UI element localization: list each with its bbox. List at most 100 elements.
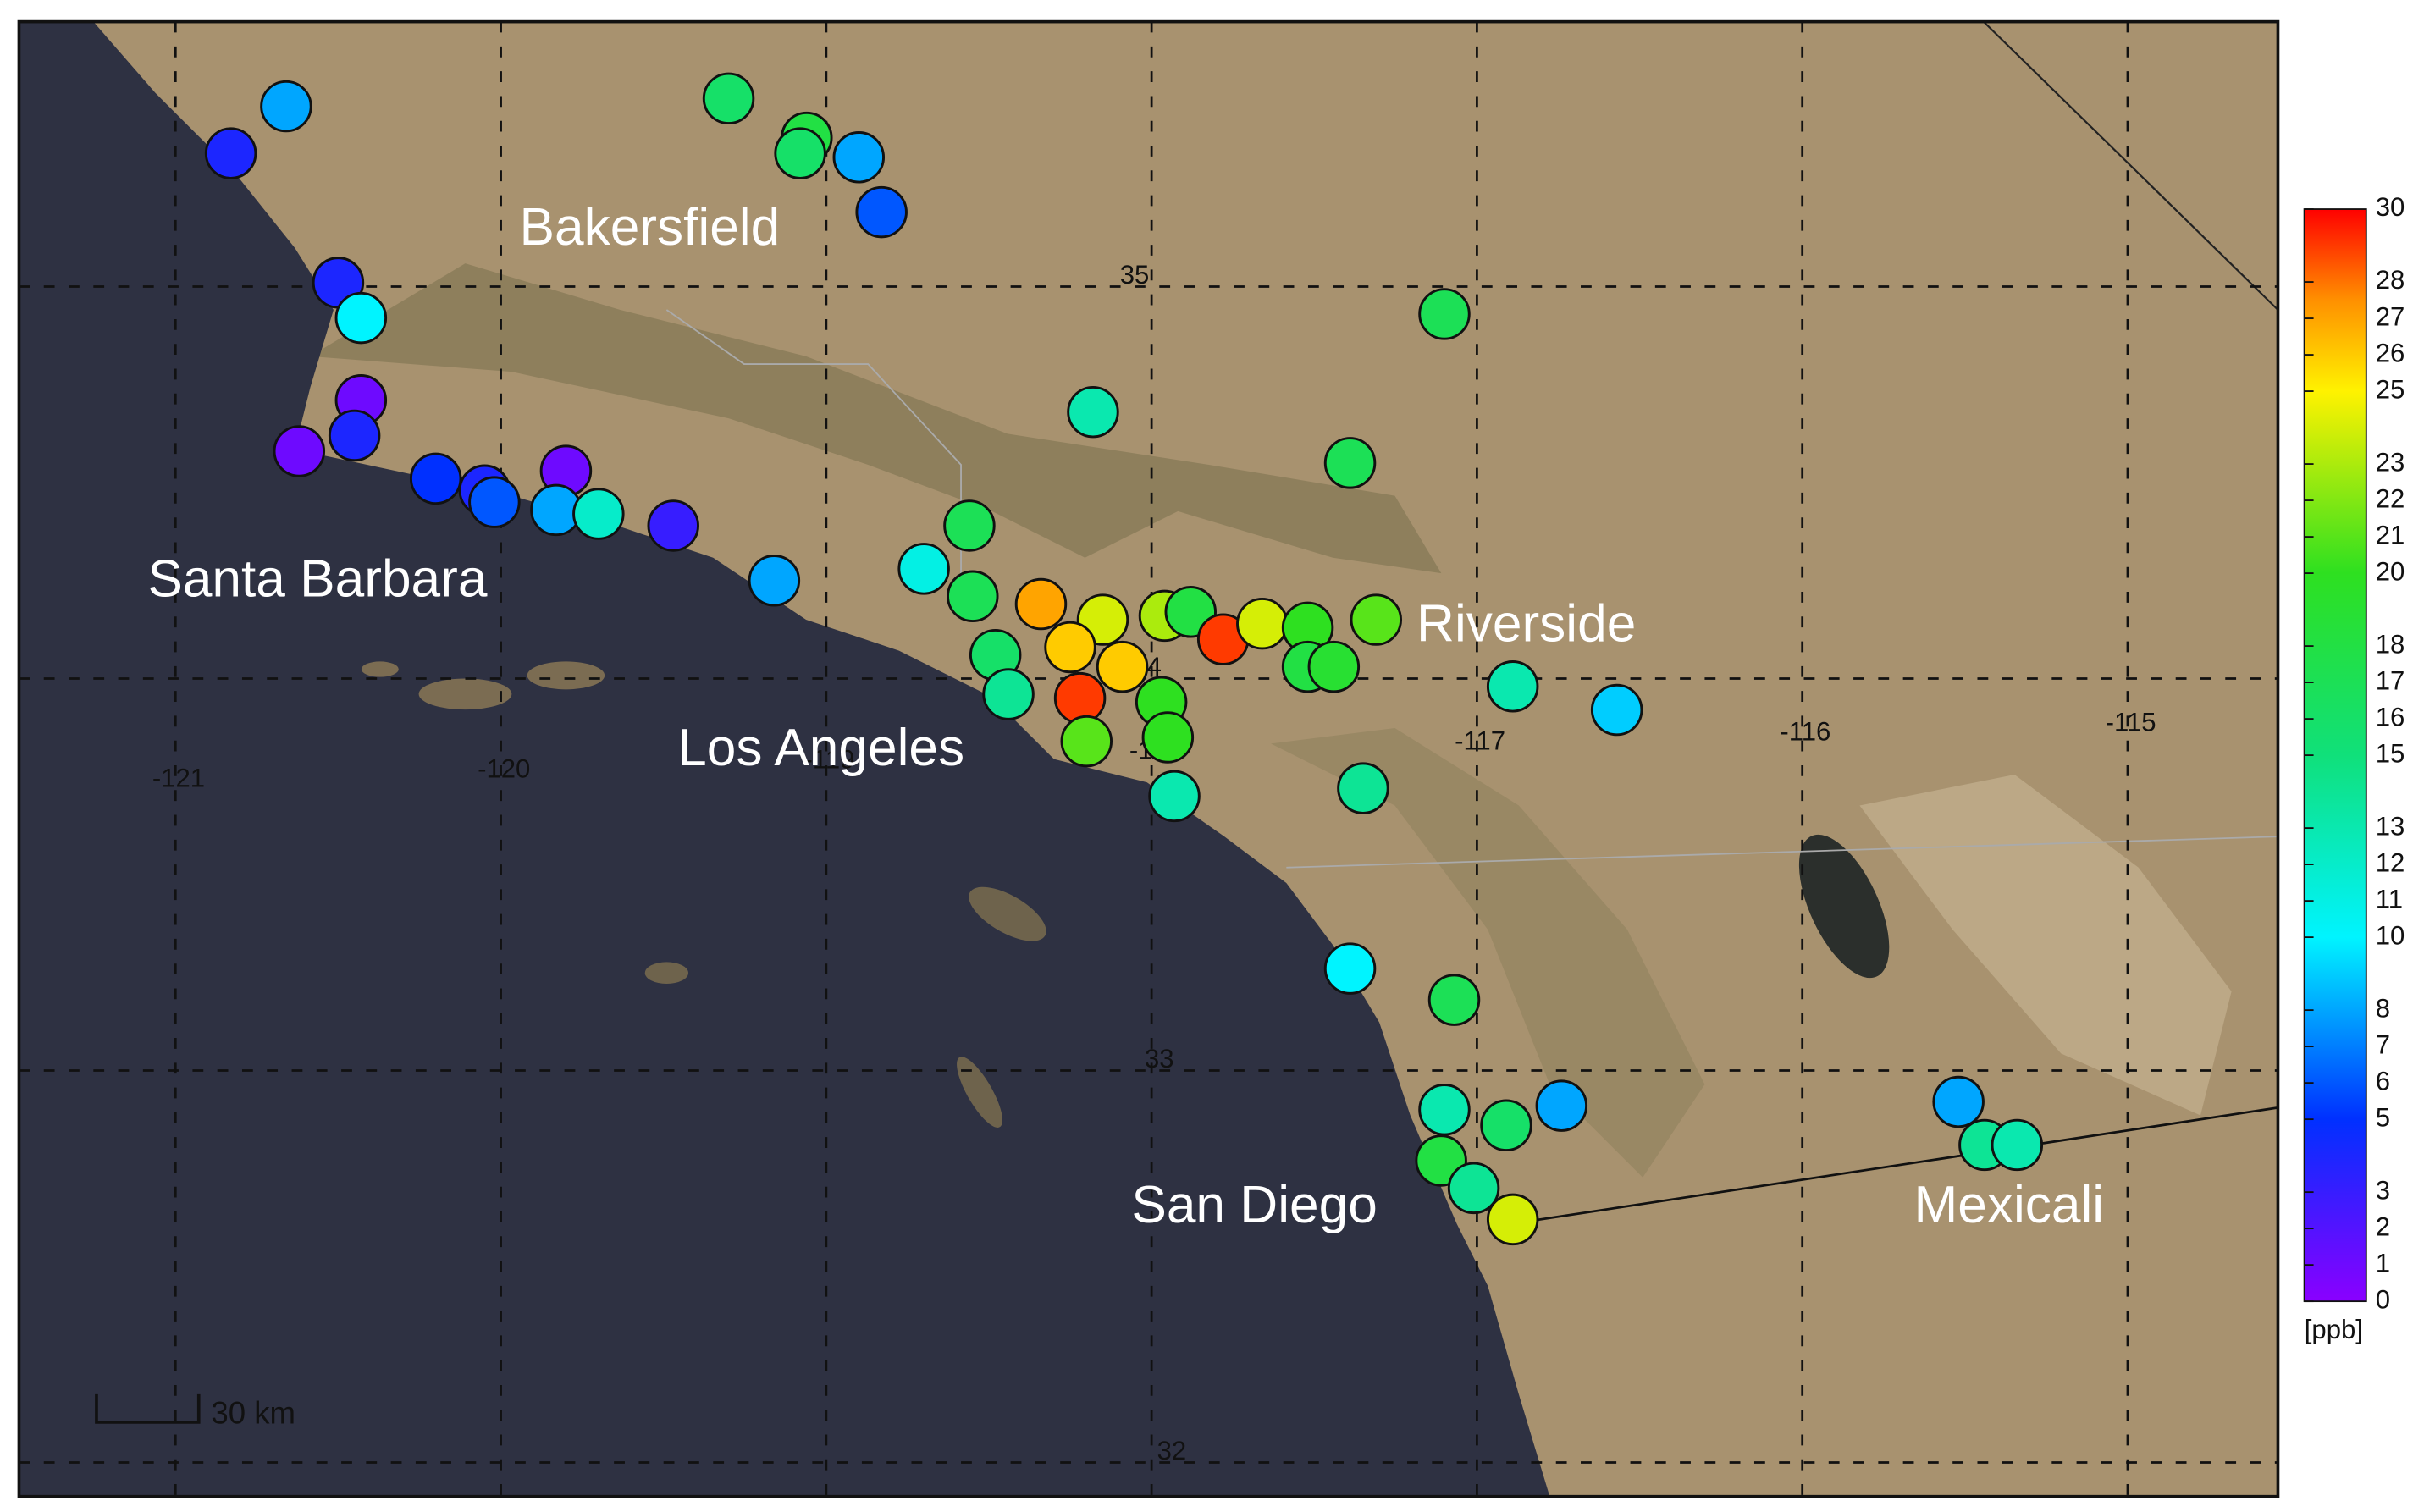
station [1323, 437, 1377, 489]
station [1060, 715, 1113, 768]
colorbar-label: 1 [2376, 1248, 2390, 1277]
city-label: Mexicali [1913, 1176, 2104, 1234]
city-label: Santa Barbara [147, 550, 488, 609]
colorbar-label: 30 [2376, 192, 2405, 222]
station [1447, 1162, 1500, 1215]
island [418, 678, 512, 710]
station [1141, 711, 1195, 764]
island [957, 1057, 1002, 1128]
station [1148, 770, 1201, 823]
colorbar-label: 12 [2376, 847, 2405, 877]
station [943, 499, 996, 552]
graticule [19, 21, 2278, 1497]
colorbar-label: 27 [2376, 301, 2405, 331]
station [1932, 1075, 1985, 1128]
station [1991, 1118, 2044, 1172]
station [1350, 593, 1403, 646]
colorbar-unit: [ppb] [2305, 1315, 2363, 1344]
colorbar-label: 28 [2376, 265, 2405, 295]
station [855, 185, 908, 239]
station [468, 476, 521, 528]
colorbar-label: 11 [2376, 884, 2403, 913]
station [1337, 762, 1389, 814]
colorbar-label: 0 [2376, 1284, 2390, 1314]
station [897, 543, 950, 595]
station [1096, 640, 1149, 693]
station [409, 452, 462, 505]
station [1418, 288, 1471, 340]
border [1983, 20, 2279, 311]
colorbar-label: 3 [2376, 1175, 2390, 1205]
lon-label: -116 [1780, 717, 1830, 747]
colorbar-label: 25 [2376, 374, 2405, 404]
colorbar-ticks: 0123567810111213151617182021222325262728… [2304, 192, 2405, 1314]
station [1480, 1099, 1532, 1152]
stations [204, 72, 2044, 1246]
city-label: Riverside [1416, 595, 1636, 654]
lon-label: -115 [2106, 708, 2156, 737]
colorbar-label: 23 [2376, 447, 2405, 477]
county-line [1286, 836, 2278, 869]
colorbar-label: 8 [2376, 993, 2390, 1023]
island [361, 661, 399, 677]
station [647, 499, 699, 552]
station [1014, 577, 1068, 631]
island [644, 962, 688, 984]
station [748, 555, 801, 607]
lat-label: 32 [1157, 1436, 1187, 1465]
scale-label: 30 km [211, 1396, 295, 1431]
city-label: Bakersfield [520, 198, 781, 257]
city-label: San Diego [1131, 1176, 1377, 1234]
frame [17, 19, 2280, 1498]
colorbar-label: 10 [2376, 920, 2405, 950]
station [334, 291, 388, 345]
colorbar-label: 13 [2376, 811, 2405, 841]
station [1236, 597, 1289, 650]
mountains [310, 263, 1442, 574]
colorbar-label: 16 [2376, 702, 2405, 731]
colorbar-label: 17 [2376, 665, 2405, 695]
station [204, 127, 257, 179]
lat-label: 35 [1120, 260, 1150, 290]
station [1427, 974, 1481, 1026]
island [527, 661, 605, 690]
colorbar-label: 22 [2376, 483, 2405, 513]
island [969, 886, 1046, 941]
station [572, 488, 625, 540]
station [1044, 621, 1096, 674]
scale-bar [95, 1393, 201, 1424]
lon-label: -117 [1455, 726, 1505, 756]
ocean [19, 21, 1550, 1497]
station [273, 425, 326, 477]
lat-label: 33 [1145, 1044, 1174, 1073]
station [702, 72, 755, 125]
city-label: Los Angeles [677, 719, 964, 777]
colorbar-label: 6 [2376, 1066, 2390, 1095]
station [1323, 942, 1377, 995]
colorbar [2303, 208, 2367, 1303]
station [832, 131, 886, 184]
colorbar-label: 21 [2376, 520, 2405, 549]
station [1486, 1193, 1539, 1246]
lon-label: -120 [478, 754, 530, 784]
colorbar-label: 26 [2376, 338, 2405, 367]
station [328, 409, 381, 462]
station [1067, 385, 1119, 439]
station [1535, 1079, 1588, 1132]
station [1418, 1084, 1471, 1136]
station [1053, 671, 1107, 725]
colorbar-label: 20 [2376, 556, 2405, 586]
desert [1859, 774, 2232, 1116]
station [982, 668, 1035, 720]
station [1486, 660, 1539, 713]
colorbar-label: 7 [2376, 1029, 2390, 1059]
lon-label: -119 [804, 745, 855, 775]
colorbar-label: 15 [2376, 738, 2405, 768]
station [1590, 683, 1643, 737]
station [774, 127, 826, 179]
station [1307, 640, 1361, 693]
lon-label: -121 [152, 764, 205, 793]
mountains [1271, 728, 1705, 1178]
